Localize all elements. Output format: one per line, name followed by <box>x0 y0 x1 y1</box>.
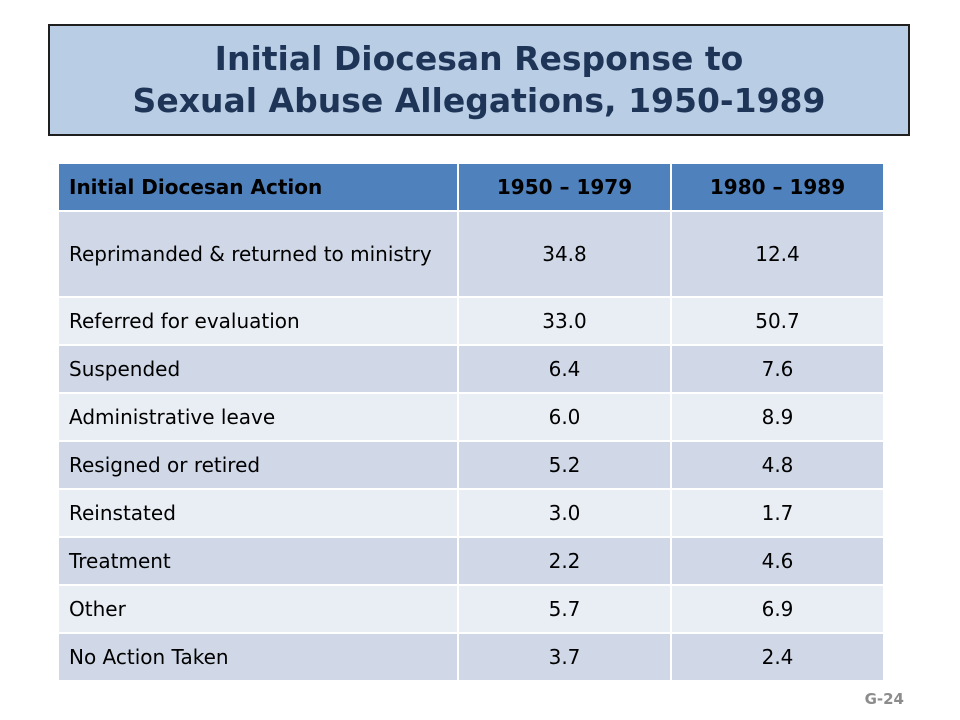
table-row: Reinstated 3.0 1.7 <box>57 488 885 538</box>
slide-number: G-24 <box>864 690 904 708</box>
action-cell: Administrative leave <box>57 392 459 442</box>
action-cell: Referred for evaluation <box>57 296 459 346</box>
value-cell-1950-1979: 2.2 <box>457 536 672 586</box>
table-row: No Action Taken 3.7 2.4 <box>57 632 885 682</box>
value-cell-1980-1989: 4.6 <box>670 536 885 586</box>
title-line-1: Initial Diocesan Response to <box>214 39 744 78</box>
table-row: Reprimanded & returned to ministry 34.8 … <box>57 210 885 298</box>
value-cell-1980-1989: 7.6 <box>670 344 885 394</box>
value-cell-1950-1979: 6.4 <box>457 344 672 394</box>
value-cell-1950-1979: 33.0 <box>457 296 672 346</box>
table-row: Resigned or retired 5.2 4.8 <box>57 440 885 490</box>
table-row: Other 5.7 6.9 <box>57 584 885 634</box>
value-cell-1950-1979: 5.7 <box>457 584 672 634</box>
value-cell-1950-1979: 5.2 <box>457 440 672 490</box>
table-header-row: Initial Diocesan Action 1950 – 1979 1980… <box>57 162 885 212</box>
table-row: Suspended 6.4 7.6 <box>57 344 885 394</box>
header-period-2: 1980 – 1989 <box>670 162 885 212</box>
title-box: Initial Diocesan Response to Sexual Abus… <box>48 24 910 136</box>
table-row: Referred for evaluation 33.0 50.7 <box>57 296 885 346</box>
header-period-1: 1950 – 1979 <box>457 162 672 212</box>
value-cell-1950-1979: 3.7 <box>457 632 672 682</box>
action-cell: Resigned or retired <box>57 440 459 490</box>
value-cell-1980-1989: 8.9 <box>670 392 885 442</box>
value-cell-1950-1979: 3.0 <box>457 488 672 538</box>
value-cell-1980-1989: 1.7 <box>670 488 885 538</box>
action-cell: Reprimanded & returned to ministry <box>57 210 459 298</box>
action-cell: Reinstated <box>57 488 459 538</box>
table-row: Administrative leave 6.0 8.9 <box>57 392 885 442</box>
title-line-2: Sexual Abuse Allegations, 1950-1989 <box>132 81 826 120</box>
action-cell: Other <box>57 584 459 634</box>
value-cell-1980-1989: 2.4 <box>670 632 885 682</box>
action-cell: Suspended <box>57 344 459 394</box>
value-cell-1980-1989: 6.9 <box>670 584 885 634</box>
value-cell-1980-1989: 4.8 <box>670 440 885 490</box>
action-cell: Treatment <box>57 536 459 586</box>
value-cell-1950-1979: 34.8 <box>457 210 672 298</box>
value-cell-1980-1989: 12.4 <box>670 210 885 298</box>
action-cell: No Action Taken <box>57 632 459 682</box>
response-table: Initial Diocesan Action 1950 – 1979 1980… <box>57 162 885 682</box>
value-cell-1950-1979: 6.0 <box>457 392 672 442</box>
header-action: Initial Diocesan Action <box>57 162 459 212</box>
value-cell-1980-1989: 50.7 <box>670 296 885 346</box>
table-row: Treatment 2.2 4.6 <box>57 536 885 586</box>
